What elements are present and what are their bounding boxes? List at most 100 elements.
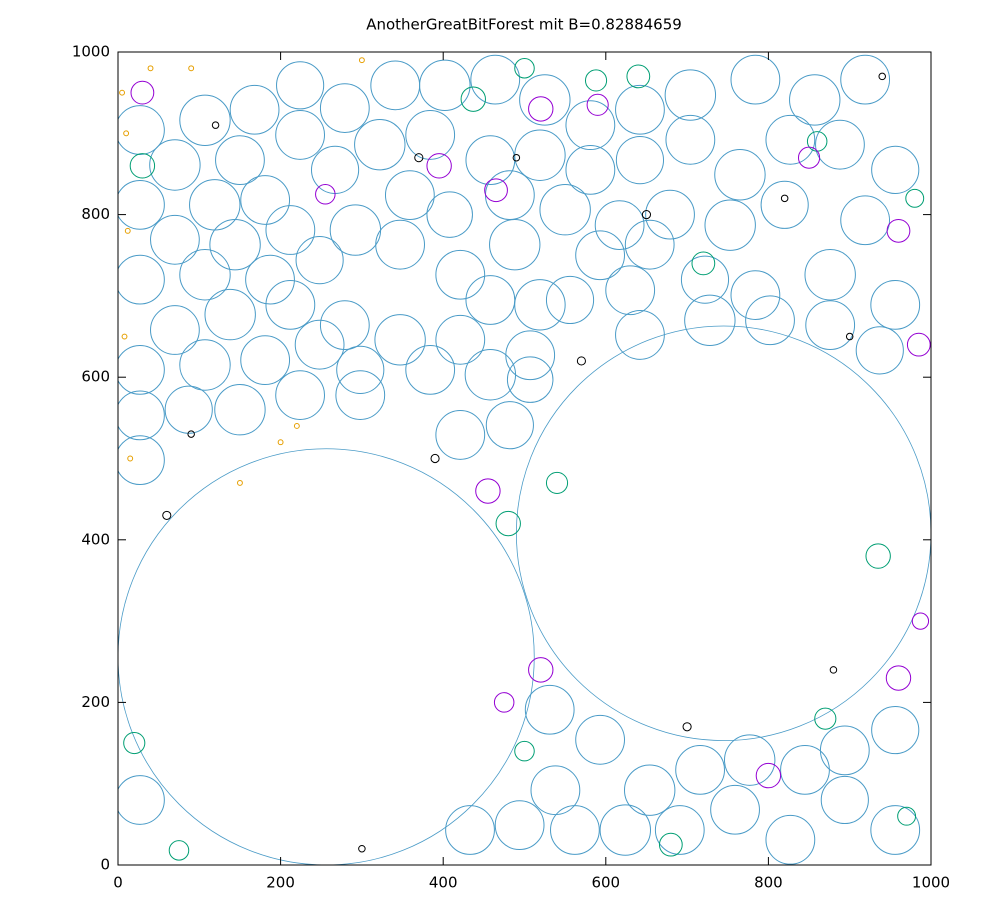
circle bbox=[615, 84, 665, 135]
circle bbox=[730, 270, 781, 320]
circle bbox=[118, 105, 165, 155]
circle bbox=[710, 784, 760, 835]
circle bbox=[730, 54, 781, 105]
circle bbox=[204, 288, 256, 341]
circle bbox=[358, 844, 366, 853]
circle bbox=[815, 119, 865, 170]
circle bbox=[118, 435, 165, 486]
circle bbox=[626, 64, 651, 89]
circle bbox=[168, 840, 190, 861]
circle bbox=[519, 74, 571, 126]
circle bbox=[605, 265, 656, 316]
circle bbox=[229, 84, 280, 135]
circle bbox=[506, 356, 554, 403]
circle bbox=[470, 54, 521, 105]
circle bbox=[576, 356, 586, 366]
circle bbox=[645, 189, 695, 240]
circle bbox=[565, 100, 616, 151]
circle bbox=[123, 130, 130, 137]
circle bbox=[275, 110, 326, 160]
circle bbox=[118, 390, 165, 441]
circle bbox=[878, 72, 886, 81]
circle bbox=[819, 725, 870, 776]
circle bbox=[641, 210, 652, 220]
circle bbox=[358, 57, 365, 64]
y-tick-label: 200 bbox=[81, 693, 110, 711]
x-tick-label: 1000 bbox=[912, 874, 950, 892]
circle bbox=[315, 184, 336, 205]
circle bbox=[294, 319, 345, 370]
circle bbox=[845, 332, 854, 341]
circle bbox=[494, 800, 545, 851]
circle bbox=[524, 684, 575, 735]
circle bbox=[586, 93, 609, 116]
circle bbox=[336, 345, 385, 394]
circle bbox=[624, 219, 675, 270]
circle bbox=[723, 734, 776, 786]
circle bbox=[405, 110, 456, 160]
circle bbox=[897, 806, 917, 826]
circle bbox=[240, 175, 291, 225]
circle bbox=[840, 195, 891, 246]
circle bbox=[127, 455, 134, 462]
x-tick-label: 200 bbox=[266, 874, 295, 892]
circle bbox=[906, 332, 931, 357]
circle bbox=[179, 339, 231, 391]
circle bbox=[704, 199, 756, 251]
circle bbox=[215, 135, 265, 186]
circle bbox=[654, 805, 705, 855]
circle bbox=[682, 722, 692, 732]
circle bbox=[528, 657, 554, 683]
circle bbox=[797, 146, 821, 169]
circle bbox=[805, 300, 856, 351]
circle bbox=[789, 74, 841, 126]
circle bbox=[911, 612, 930, 630]
circle bbox=[121, 333, 128, 340]
circle bbox=[528, 96, 554, 122]
circle bbox=[118, 254, 165, 305]
x-tick-label: 0 bbox=[113, 874, 123, 892]
circle bbox=[780, 194, 789, 203]
circle bbox=[489, 218, 541, 271]
circle bbox=[124, 227, 131, 234]
circle bbox=[150, 305, 200, 355]
circle bbox=[485, 401, 534, 450]
circle bbox=[179, 249, 231, 301]
circle bbox=[514, 58, 535, 79]
circle bbox=[829, 666, 838, 674]
circle bbox=[765, 114, 816, 165]
chart-title: AnotherGreatBitForest mit B=0.82884659 bbox=[366, 16, 682, 34]
circle bbox=[755, 762, 782, 789]
circle bbox=[870, 279, 921, 330]
circle bbox=[575, 714, 625, 765]
circle bbox=[319, 83, 370, 133]
circle bbox=[745, 295, 795, 346]
circle bbox=[664, 69, 717, 121]
circle bbox=[760, 180, 809, 229]
plot-border bbox=[117, 51, 932, 866]
y-tick-label: 800 bbox=[81, 205, 110, 223]
circle bbox=[150, 214, 200, 265]
circle bbox=[871, 705, 920, 755]
circle bbox=[414, 153, 424, 163]
y-tick-label: 600 bbox=[81, 368, 110, 386]
x-tick-label: 600 bbox=[591, 874, 620, 892]
circle bbox=[680, 255, 730, 304]
circle bbox=[565, 144, 616, 195]
circle bbox=[512, 153, 521, 162]
circle bbox=[594, 200, 645, 251]
circle bbox=[374, 314, 426, 366]
x-tick-label: 400 bbox=[429, 874, 458, 892]
circle bbox=[514, 740, 535, 762]
circle bbox=[599, 804, 652, 856]
circle bbox=[575, 230, 625, 281]
circle bbox=[129, 153, 156, 179]
circle bbox=[885, 665, 912, 691]
circle bbox=[149, 139, 201, 191]
circle bbox=[684, 294, 736, 346]
circle bbox=[265, 205, 316, 255]
circle bbox=[214, 384, 266, 436]
circle bbox=[665, 114, 716, 165]
circle bbox=[550, 805, 600, 855]
